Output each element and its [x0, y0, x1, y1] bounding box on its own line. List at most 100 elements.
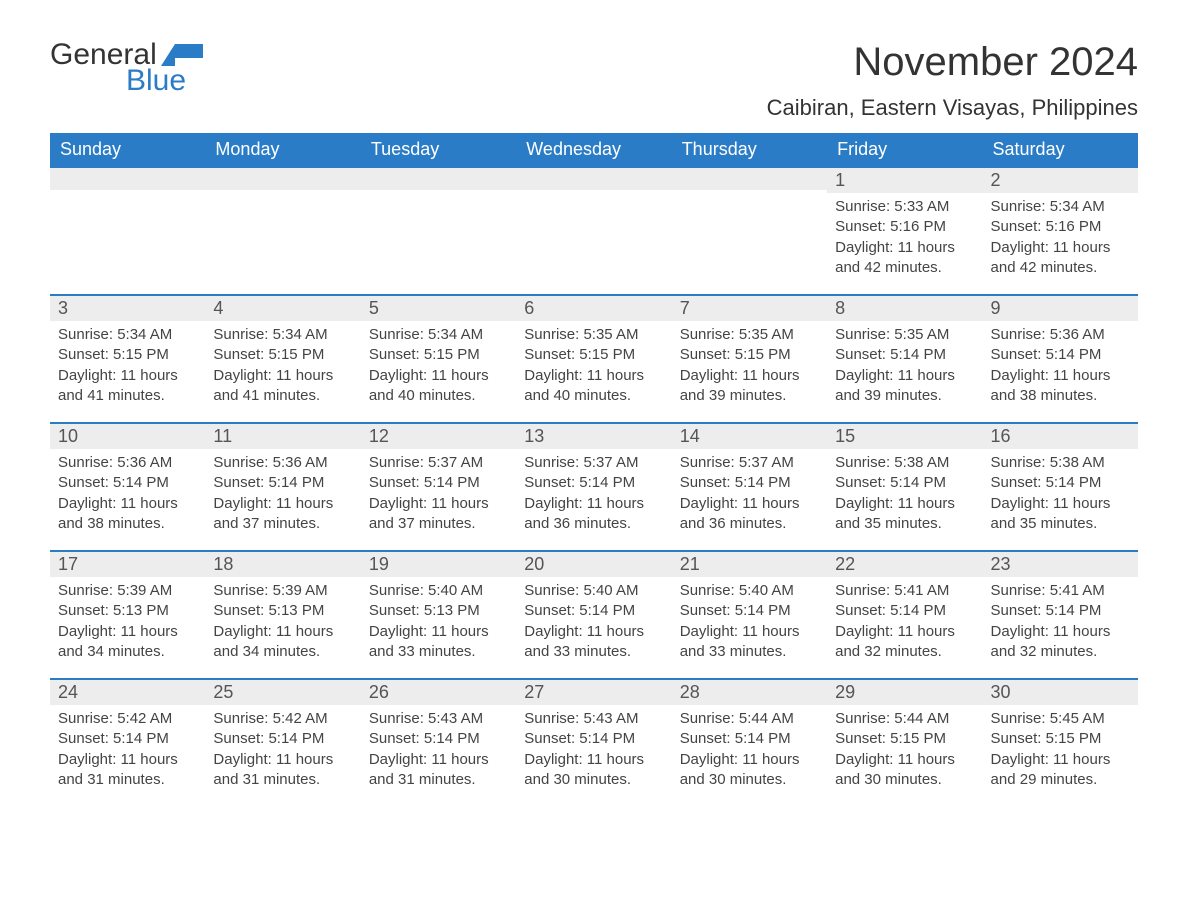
day-number: 20 [516, 550, 671, 577]
sunrise-text: Sunrise: 5:35 AM [835, 325, 974, 345]
sunset-text: Sunset: 5:14 PM [213, 473, 352, 493]
sunset-text: Sunset: 5:14 PM [369, 729, 508, 749]
sunset-text: Sunset: 5:14 PM [58, 729, 197, 749]
day-details: Sunrise: 5:35 AMSunset: 5:14 PMDaylight:… [827, 321, 982, 416]
sunrise-text: Sunrise: 5:44 AM [680, 709, 819, 729]
daylight-text: Daylight: 11 hours and 34 minutes. [58, 622, 197, 663]
calendar-cell: 30Sunrise: 5:45 AMSunset: 5:15 PMDayligh… [983, 678, 1138, 806]
day-details: Sunrise: 5:44 AMSunset: 5:15 PMDaylight:… [827, 705, 982, 800]
sunset-text: Sunset: 5:15 PM [680, 345, 819, 365]
calendar-cell: 27Sunrise: 5:43 AMSunset: 5:14 PMDayligh… [516, 678, 671, 806]
sunset-text: Sunset: 5:14 PM [991, 345, 1130, 365]
sunset-text: Sunset: 5:14 PM [58, 473, 197, 493]
empty-day [672, 166, 827, 190]
daylight-text: Daylight: 11 hours and 38 minutes. [58, 494, 197, 535]
sunrise-text: Sunrise: 5:34 AM [991, 197, 1130, 217]
calendar-cell: 2Sunrise: 5:34 AMSunset: 5:16 PMDaylight… [983, 166, 1138, 294]
calendar-cell [672, 166, 827, 294]
day-number: 12 [361, 422, 516, 449]
sunrise-text: Sunrise: 5:44 AM [835, 709, 974, 729]
empty-day [50, 166, 205, 190]
calendar-cell: 9Sunrise: 5:36 AMSunset: 5:14 PMDaylight… [983, 294, 1138, 422]
sunset-text: Sunset: 5:13 PM [213, 601, 352, 621]
calendar-cell: 10Sunrise: 5:36 AMSunset: 5:14 PMDayligh… [50, 422, 205, 550]
daylight-text: Daylight: 11 hours and 37 minutes. [213, 494, 352, 535]
calendar-cell [361, 166, 516, 294]
sunrise-text: Sunrise: 5:39 AM [58, 581, 197, 601]
day-details: Sunrise: 5:33 AMSunset: 5:16 PMDaylight:… [827, 193, 982, 288]
sunrise-text: Sunrise: 5:35 AM [680, 325, 819, 345]
day-number: 15 [827, 422, 982, 449]
daylight-text: Daylight: 11 hours and 33 minutes. [680, 622, 819, 663]
calendar-cell: 8Sunrise: 5:35 AMSunset: 5:14 PMDaylight… [827, 294, 982, 422]
day-number: 22 [827, 550, 982, 577]
day-number: 30 [983, 678, 1138, 705]
day-details: Sunrise: 5:40 AMSunset: 5:14 PMDaylight:… [516, 577, 671, 672]
calendar-cell: 12Sunrise: 5:37 AMSunset: 5:14 PMDayligh… [361, 422, 516, 550]
sunrise-text: Sunrise: 5:41 AM [835, 581, 974, 601]
daylight-text: Daylight: 11 hours and 39 minutes. [835, 366, 974, 407]
daylight-text: Daylight: 11 hours and 36 minutes. [680, 494, 819, 535]
sunrise-text: Sunrise: 5:45 AM [991, 709, 1130, 729]
sunrise-text: Sunrise: 5:38 AM [991, 453, 1130, 473]
title-block: November 2024 Caibiran, Eastern Visayas,… [767, 40, 1138, 121]
calendar-row: 1Sunrise: 5:33 AMSunset: 5:16 PMDaylight… [50, 166, 1138, 294]
empty-day [205, 166, 360, 190]
empty-day [361, 166, 516, 190]
sunrise-text: Sunrise: 5:42 AM [58, 709, 197, 729]
sunset-text: Sunset: 5:14 PM [680, 601, 819, 621]
sunset-text: Sunset: 5:14 PM [835, 345, 974, 365]
sunset-text: Sunset: 5:14 PM [991, 601, 1130, 621]
daylight-text: Daylight: 11 hours and 41 minutes. [213, 366, 352, 407]
calendar-row: 24Sunrise: 5:42 AMSunset: 5:14 PMDayligh… [50, 678, 1138, 806]
calendar-cell: 13Sunrise: 5:37 AMSunset: 5:14 PMDayligh… [516, 422, 671, 550]
sunset-text: Sunset: 5:14 PM [835, 473, 974, 493]
day-details: Sunrise: 5:37 AMSunset: 5:14 PMDaylight:… [516, 449, 671, 544]
sunrise-text: Sunrise: 5:34 AM [369, 325, 508, 345]
sunset-text: Sunset: 5:15 PM [835, 729, 974, 749]
logo-flag-icon [161, 44, 203, 66]
day-details: Sunrise: 5:36 AMSunset: 5:14 PMDaylight:… [205, 449, 360, 544]
day-details: Sunrise: 5:35 AMSunset: 5:15 PMDaylight:… [672, 321, 827, 416]
daylight-text: Daylight: 11 hours and 40 minutes. [369, 366, 508, 407]
calendar-cell: 6Sunrise: 5:35 AMSunset: 5:15 PMDaylight… [516, 294, 671, 422]
day-details: Sunrise: 5:34 AMSunset: 5:15 PMDaylight:… [205, 321, 360, 416]
day-number: 29 [827, 678, 982, 705]
day-number: 19 [361, 550, 516, 577]
weekday-header-row: Sunday Monday Tuesday Wednesday Thursday… [50, 133, 1138, 166]
sunrise-text: Sunrise: 5:43 AM [524, 709, 663, 729]
sunrise-text: Sunrise: 5:36 AM [58, 453, 197, 473]
sunset-text: Sunset: 5:13 PM [369, 601, 508, 621]
sunset-text: Sunset: 5:15 PM [524, 345, 663, 365]
weekday-header: Sunday [50, 133, 205, 166]
sunrise-text: Sunrise: 5:38 AM [835, 453, 974, 473]
sunrise-text: Sunrise: 5:33 AM [835, 197, 974, 217]
daylight-text: Daylight: 11 hours and 35 minutes. [991, 494, 1130, 535]
day-details: Sunrise: 5:41 AMSunset: 5:14 PMDaylight:… [983, 577, 1138, 672]
sunset-text: Sunset: 5:14 PM [680, 729, 819, 749]
calendar-cell: 3Sunrise: 5:34 AMSunset: 5:15 PMDaylight… [50, 294, 205, 422]
day-number: 7 [672, 294, 827, 321]
daylight-text: Daylight: 11 hours and 33 minutes. [524, 622, 663, 663]
calendar-cell: 7Sunrise: 5:35 AMSunset: 5:15 PMDaylight… [672, 294, 827, 422]
calendar-cell: 28Sunrise: 5:44 AMSunset: 5:14 PMDayligh… [672, 678, 827, 806]
sunset-text: Sunset: 5:14 PM [524, 729, 663, 749]
sunrise-text: Sunrise: 5:36 AM [991, 325, 1130, 345]
day-details: Sunrise: 5:40 AMSunset: 5:13 PMDaylight:… [361, 577, 516, 672]
day-details: Sunrise: 5:37 AMSunset: 5:14 PMDaylight:… [361, 449, 516, 544]
day-number: 6 [516, 294, 671, 321]
daylight-text: Daylight: 11 hours and 39 minutes. [680, 366, 819, 407]
day-details: Sunrise: 5:42 AMSunset: 5:14 PMDaylight:… [205, 705, 360, 800]
sunrise-text: Sunrise: 5:36 AM [213, 453, 352, 473]
sunrise-text: Sunrise: 5:42 AM [213, 709, 352, 729]
sunrise-text: Sunrise: 5:34 AM [58, 325, 197, 345]
header: General Blue November 2024 Caibiran, Eas… [50, 40, 1138, 121]
sunset-text: Sunset: 5:15 PM [213, 345, 352, 365]
sunrise-text: Sunrise: 5:35 AM [524, 325, 663, 345]
calendar-cell: 1Sunrise: 5:33 AMSunset: 5:16 PMDaylight… [827, 166, 982, 294]
day-number: 5 [361, 294, 516, 321]
daylight-text: Daylight: 11 hours and 30 minutes. [835, 750, 974, 791]
day-details: Sunrise: 5:43 AMSunset: 5:14 PMDaylight:… [516, 705, 671, 800]
day-details: Sunrise: 5:34 AMSunset: 5:15 PMDaylight:… [50, 321, 205, 416]
logo: General Blue [50, 40, 203, 96]
